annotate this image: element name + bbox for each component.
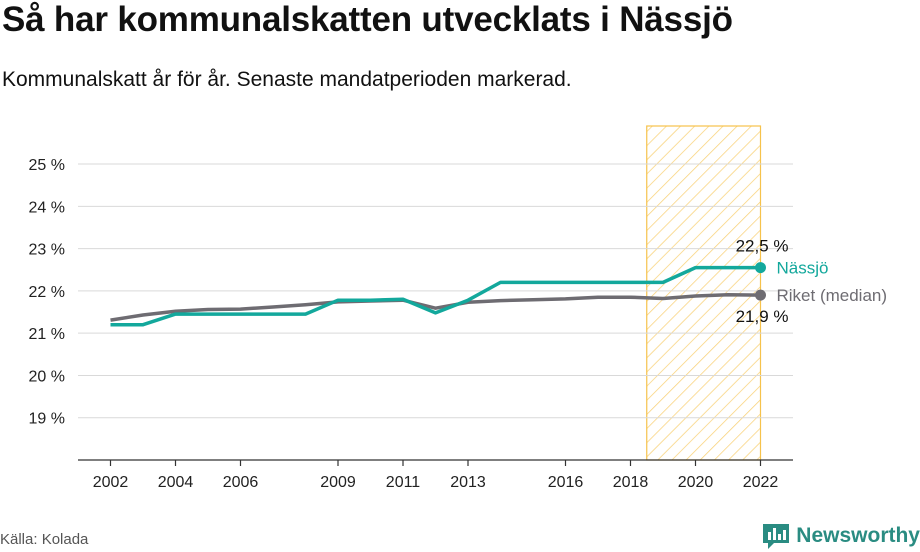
riket-line: [110, 292, 761, 322]
x-tick-label: 2009: [320, 474, 356, 491]
riket-series-label: Riket (median): [777, 286, 888, 305]
nassjo-value-label: 22,5 %: [736, 237, 789, 256]
y-tick-label: 22 %: [29, 284, 65, 301]
x-tick-label: 2006: [223, 474, 259, 491]
x-tick-label: 2016: [548, 474, 584, 491]
y-tick-label: 24 %: [29, 199, 65, 216]
nassjo-line: [110, 265, 761, 327]
y-tick-label: 23 %: [29, 242, 65, 259]
x-tick-label: 2018: [613, 474, 649, 491]
highlight-period: [646, 125, 762, 461]
nassjo-end-point: [755, 262, 766, 274]
y-tick-label: 20 %: [29, 368, 65, 385]
chart-title: Så har kommunalskatten utvecklats i Näss…: [2, 0, 733, 39]
x-tick-label: 2004: [158, 474, 194, 491]
riket-end-point: [755, 289, 766, 301]
x-tick-label: 2002: [93, 474, 129, 491]
x-tick-label: 2011: [386, 474, 421, 491]
nassjo-series-label: Nässjö: [777, 259, 829, 278]
riket-value-label: 21,9 %: [736, 307, 789, 326]
y-tick-label: 25 %: [29, 157, 65, 174]
x-tick-label: 2013: [450, 474, 486, 491]
x-tick-label: 2022: [743, 474, 779, 491]
chart-subtitle: Kommunalskatt år för år. Senaste mandatp…: [2, 68, 572, 91]
y-tick-label: 21 %: [29, 326, 65, 343]
brand-name: Newsworthy: [796, 524, 920, 547]
x-tick-label: 2020: [678, 474, 714, 491]
source-note: Källa: Kolada: [0, 531, 89, 548]
y-tick-label: 19 %: [29, 411, 65, 428]
newsworthy-logo: Newsworthy: [761, 521, 920, 551]
bar-chart-speech-bubble-icon: [763, 524, 790, 549]
